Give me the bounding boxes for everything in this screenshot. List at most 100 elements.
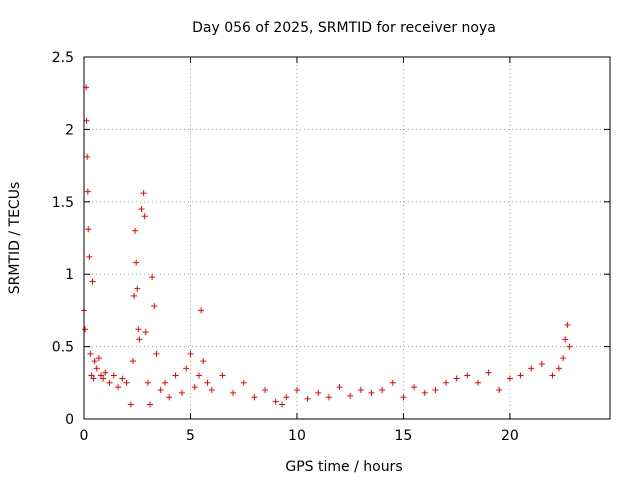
y-tick-label: 0 bbox=[65, 412, 74, 428]
data-point bbox=[208, 387, 215, 394]
data-point bbox=[153, 350, 160, 357]
data-point bbox=[106, 379, 113, 386]
data-point bbox=[262, 387, 269, 394]
data-point bbox=[204, 379, 211, 386]
data-point bbox=[474, 379, 481, 386]
data-point bbox=[528, 365, 535, 372]
data-point bbox=[151, 303, 158, 310]
data-point bbox=[84, 153, 91, 160]
data-point bbox=[421, 389, 428, 396]
y-tick-label: 2.5 bbox=[52, 50, 74, 66]
data-point bbox=[279, 401, 286, 408]
x-tick-label: 5 bbox=[186, 428, 195, 444]
data-point bbox=[119, 375, 126, 382]
data-point bbox=[89, 278, 96, 285]
data-point bbox=[134, 285, 141, 292]
data-point bbox=[200, 358, 207, 365]
data-point bbox=[141, 213, 148, 220]
data-point bbox=[230, 389, 237, 396]
data-point bbox=[464, 372, 471, 379]
chart-title: Day 056 of 2025, SRMTID for receiver noy… bbox=[192, 20, 496, 36]
data-point bbox=[272, 398, 279, 405]
data-point bbox=[336, 384, 343, 391]
data-point bbox=[315, 389, 322, 396]
data-point bbox=[219, 372, 226, 379]
data-point bbox=[443, 379, 450, 386]
data-point bbox=[347, 392, 354, 399]
data-point bbox=[140, 190, 147, 197]
data-point bbox=[115, 384, 122, 391]
data-point bbox=[132, 227, 139, 234]
data-point bbox=[432, 387, 439, 394]
data-point bbox=[555, 365, 562, 372]
data-point bbox=[147, 401, 154, 408]
data-point bbox=[87, 350, 94, 357]
data-point bbox=[566, 343, 573, 350]
data-point bbox=[144, 379, 151, 386]
y-tick-label: 1.5 bbox=[52, 195, 74, 211]
data-point bbox=[183, 365, 190, 372]
y-axis-label: SRMTID / TECUs bbox=[7, 182, 23, 295]
data-point bbox=[135, 326, 142, 333]
data-point bbox=[562, 336, 569, 343]
data-point bbox=[549, 372, 556, 379]
data-point bbox=[453, 375, 460, 382]
data-point bbox=[90, 375, 97, 382]
data-point bbox=[400, 394, 407, 401]
data-point bbox=[564, 321, 571, 328]
data-point bbox=[496, 387, 503, 394]
data-point bbox=[161, 379, 168, 386]
y-tick-label: 0.5 bbox=[52, 340, 74, 356]
data-point bbox=[172, 372, 179, 379]
data-point bbox=[357, 387, 364, 394]
data-point bbox=[240, 379, 247, 386]
data-point bbox=[85, 226, 92, 233]
data-point bbox=[129, 358, 136, 365]
data-point bbox=[187, 350, 194, 357]
data-points bbox=[81, 84, 573, 408]
data-point bbox=[389, 379, 396, 386]
data-point bbox=[93, 365, 100, 372]
data-point bbox=[95, 355, 102, 362]
data-point bbox=[136, 336, 143, 343]
data-point bbox=[123, 379, 130, 386]
data-point bbox=[127, 401, 134, 408]
data-point bbox=[506, 375, 513, 382]
data-point bbox=[251, 394, 258, 401]
x-tick-label: 10 bbox=[288, 428, 306, 444]
data-point bbox=[83, 117, 90, 124]
data-point bbox=[149, 274, 156, 281]
data-point bbox=[304, 395, 311, 402]
data-point bbox=[379, 387, 386, 394]
data-point bbox=[325, 394, 332, 401]
data-point bbox=[178, 389, 185, 396]
data-point bbox=[166, 394, 173, 401]
data-point bbox=[191, 384, 198, 391]
data-point bbox=[195, 372, 202, 379]
plot-frame bbox=[83, 56, 611, 420]
data-point bbox=[368, 389, 375, 396]
x-axis-label: GPS time / hours bbox=[285, 459, 402, 475]
x-tick-label: 0 bbox=[80, 428, 89, 444]
data-point bbox=[198, 307, 205, 314]
data-point bbox=[411, 384, 418, 391]
data-point bbox=[100, 375, 107, 382]
data-point bbox=[82, 326, 89, 333]
data-point bbox=[138, 206, 145, 213]
data-point bbox=[86, 253, 93, 260]
data-point bbox=[157, 387, 164, 394]
data-point bbox=[142, 329, 149, 336]
axis-ticks bbox=[83, 56, 610, 420]
data-point bbox=[131, 292, 138, 299]
y-tick-label: 2 bbox=[65, 122, 74, 138]
x-tick-label: 20 bbox=[501, 428, 519, 444]
data-point bbox=[110, 372, 117, 379]
data-point bbox=[102, 369, 109, 376]
y-tick-label: 1 bbox=[65, 267, 74, 283]
data-point bbox=[283, 394, 290, 401]
tick-labels: 0 5 10 15 20 0 0.5 1 1.5 2 2.5 bbox=[52, 50, 519, 444]
data-point bbox=[485, 369, 492, 376]
data-point bbox=[560, 355, 567, 362]
data-point bbox=[91, 358, 98, 365]
